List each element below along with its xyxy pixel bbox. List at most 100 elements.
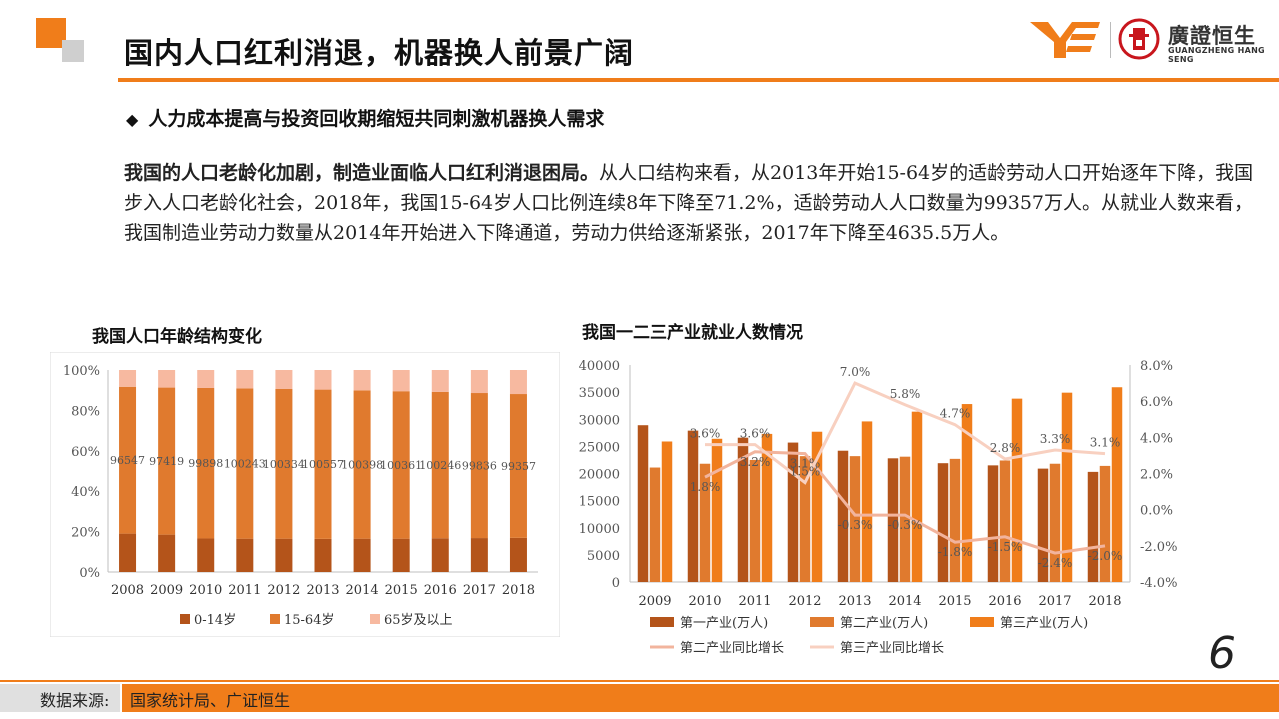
chart2-bar-1 [799, 456, 811, 582]
ye-logo-icon [1030, 22, 1100, 58]
chart2-line-label: -1.5% [988, 540, 1023, 554]
chart1-x-tick: 2013 [306, 583, 339, 598]
chart2-legend-label: 第二产业(万人) [840, 616, 928, 631]
chart2-bar-2 [1111, 387, 1123, 582]
chart2-bar-0 [937, 463, 949, 582]
footer-source-label: 数据来源: [0, 684, 120, 712]
chart2-line-label: 1.5% [790, 465, 821, 479]
chart1-x-tick: 2016 [424, 583, 457, 598]
chart1-data-label: 97419 [149, 455, 184, 468]
chart2-y-tick: 15000 [579, 495, 620, 510]
chart2-x-tick: 2016 [988, 594, 1021, 609]
chart2-bar-0 [837, 450, 849, 582]
logo-text-en: GUANGZHENG HANG SENG [1168, 46, 1265, 64]
header-deco-square-grey [62, 40, 84, 62]
chart1-data-label: 99836 [462, 460, 497, 473]
chart2-bar-0 [787, 442, 799, 582]
chart1-data-label: 100243 [224, 458, 266, 471]
chart2-y-tick: 20000 [579, 468, 620, 483]
chart2-x-tick: 2012 [788, 594, 821, 609]
chart1-bar-0 [236, 538, 254, 572]
chart2-line-1 [705, 381, 1106, 485]
chart2-title: 我国一二三产业就业人数情况 [582, 323, 803, 343]
chart1-data-label: 100398 [341, 459, 383, 472]
chart2-y2-tick: 2.0% [1140, 468, 1173, 483]
chart2-line-label: 3.1% [1090, 436, 1121, 450]
chart1-y-tick: 100% [63, 364, 100, 379]
chart1-bar-2 [197, 370, 215, 388]
seal-logo-icon [1118, 18, 1160, 60]
chart1-x-tick: 2012 [267, 583, 300, 598]
chart2-bar-1 [999, 460, 1011, 582]
chart1-data-label: 100557 [302, 458, 344, 471]
chart1-data-label: 99898 [188, 457, 223, 470]
chart1-x-tick: 2008 [111, 583, 144, 598]
chart2-y2-tick: 0.0% [1140, 504, 1173, 519]
employment-chart: 0 5000 10000 15000 20000 25000 30000 35000 40000… [579, 359, 1178, 656]
chart2-legend-label: 第一产业(万人) [680, 616, 768, 631]
chart2-line-label: 1.8% [690, 480, 721, 494]
logo-separator [1110, 22, 1111, 58]
chart2-y-tick: 35000 [579, 386, 620, 401]
chart1-x-tick: 2017 [463, 583, 496, 598]
chart1-title: 我国人口年龄结构变化 [92, 327, 262, 347]
chart2-x-tick: 2010 [688, 594, 721, 609]
chart2-line-label: 4.7% [940, 407, 971, 421]
header-deco-square [36, 18, 66, 48]
chart2-legend-label: 第三产业(万人) [1000, 616, 1088, 631]
chart2-line-label: -0.3% [888, 518, 923, 532]
age-structure-chart: 0% 20% 40% 60% 80% 100% 2008 96547 2009 97419 2010… [50, 352, 560, 637]
chart1-bar-0 [314, 538, 332, 572]
chart1-y-tick: 80% [71, 404, 100, 419]
chart2-line-label: -2.4% [1038, 556, 1073, 570]
chart2-bar-1 [1099, 465, 1111, 582]
chart2-line-label: 3.3% [1040, 432, 1071, 446]
chart1-bar-0 [353, 538, 371, 572]
chart2-y-tick: 10000 [579, 522, 620, 537]
chart1-bar-1 [314, 389, 332, 539]
chart2-bar-1 [949, 458, 961, 582]
chart2-bar-2 [811, 431, 823, 582]
chart1-x-tick: 2010 [189, 583, 222, 598]
chart2-y2-tick: -4.0% [1140, 576, 1177, 591]
paragraph-body: 从人口结构来看，从2013年开始15-64岁的适龄劳动人口开始逐年下降，我国步入… [124, 162, 1254, 244]
chart2-bar-2 [961, 404, 973, 582]
chart2-legend-swatch [970, 617, 994, 627]
chart1-bar-1 [392, 391, 410, 539]
chart1-bar-0 [275, 538, 293, 572]
chart2-line-label: 3.6% [690, 427, 721, 441]
chart1-bar-2 [470, 370, 488, 394]
chart1-data-label: 100361 [380, 459, 422, 472]
chart1-data-label: 100334 [263, 458, 305, 471]
chart2-x-tick: 2014 [888, 594, 921, 609]
chart2-bar-1 [699, 463, 711, 582]
chart1-x-tick: 2018 [502, 583, 535, 598]
chart1-bar-1 [353, 390, 371, 539]
chart1-legend-swatch [270, 614, 280, 624]
chart2-line-label: 7.0% [840, 365, 871, 379]
chart2-x-tick: 2013 [838, 594, 871, 609]
chart1-bar-0 [119, 533, 137, 572]
chart2-x-tick: 2018 [1088, 594, 1121, 609]
chart2-line-label: -1.8% [938, 545, 973, 559]
chart1-bar-2 [119, 370, 137, 387]
chart1-x-tick: 2009 [150, 583, 183, 598]
chart1-bar-1 [158, 387, 176, 535]
chart1-bar-1 [197, 387, 215, 539]
footer-source: 国家统计局、广证恒生 [122, 684, 1279, 712]
chart1-bar-1 [275, 388, 293, 539]
chart2-y-tick: 5000 [587, 549, 620, 564]
chart1-data-label: 99357 [501, 460, 536, 473]
chart1-x-tick: 2011 [228, 583, 261, 598]
page-number: 6 [1208, 628, 1236, 679]
chart2-x-tick: 2011 [738, 594, 771, 609]
chart1-x-tick: 2014 [346, 583, 379, 598]
chart2-legend-label: 第三产业同比增长 [840, 641, 944, 656]
paragraph-lead: 我国的人口老龄化加剧，制造业面临人口红利消退困局。 [124, 162, 600, 184]
bullet-text: 人力成本提高与投资回收期缩短共同刺激机器换人需求 [148, 108, 605, 130]
chart1-legend-swatch [370, 614, 380, 624]
chart2-y2-tick: 6.0% [1140, 395, 1173, 410]
chart2-bar-1 [849, 456, 861, 582]
chart1-bar-0 [197, 538, 215, 572]
logo-text-cn: 廣證恒生 [1168, 24, 1256, 48]
